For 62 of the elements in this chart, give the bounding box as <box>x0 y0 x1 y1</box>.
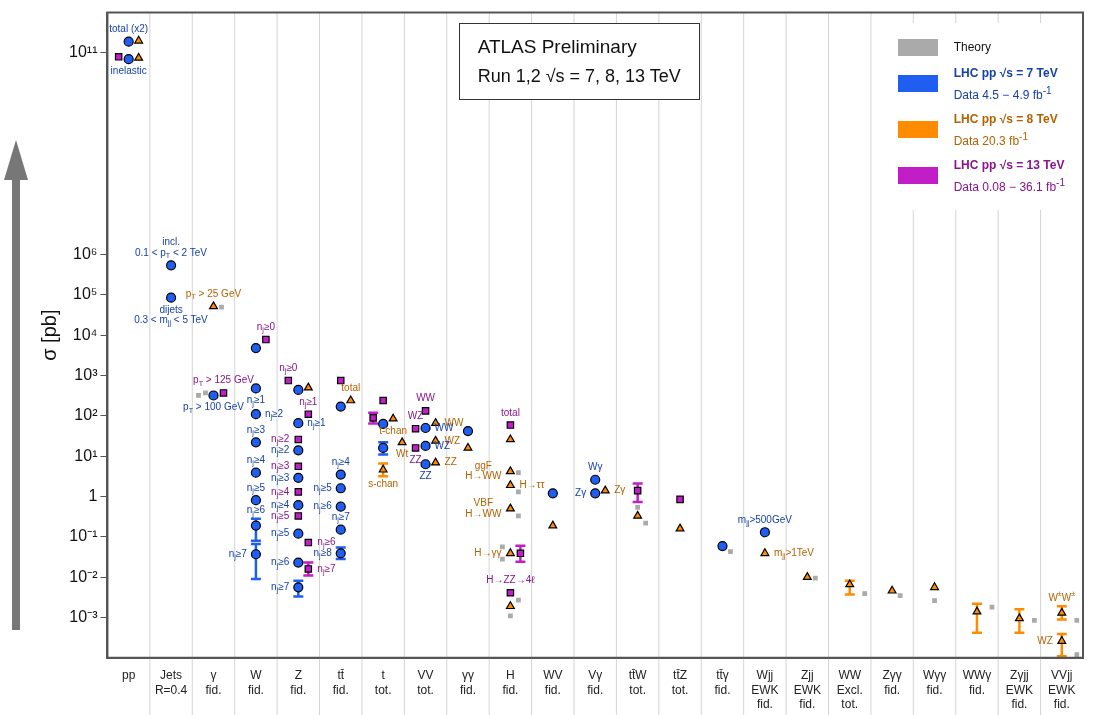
annotation: WW <box>416 392 436 404</box>
x-tick-label: WWγ fid. <box>962 668 992 697</box>
x-tick-label: Z fid. <box>290 668 307 697</box>
y-tick-label: 10¹ <box>74 446 98 464</box>
legend-label: LHC pp √s = 13 TeV Data 0.08 − 36.1 fb$^{-1}$ <box>953 157 1065 194</box>
x-tick-label: tt̄Z tot. <box>671 668 689 697</box>
y-tick-label: 10¹¹ <box>69 43 98 61</box>
annotation: s-chan <box>368 478 399 490</box>
annotation: Wt <box>396 448 409 460</box>
annotation: t-chan <box>379 424 408 436</box>
y-tick-label: 10³ <box>74 365 99 383</box>
y-tick-label: 10⁻² <box>69 567 99 585</box>
x-tick-label: pp <box>121 668 136 683</box>
y-tick-label: 10⁴ <box>72 325 98 343</box>
x-tick-label: W fid. <box>247 668 264 697</box>
text: ATLAS Preliminary <box>477 34 638 59</box>
x-tick-label: Jets R=0.4 <box>154 668 188 697</box>
annotation: WZ <box>1037 634 1053 646</box>
annotation: total (x2) <box>109 23 149 35</box>
x-tick-label: VV tot. <box>417 668 434 697</box>
y-tick-label: 10⁻¹ <box>69 527 98 545</box>
x-tick-label: Wjj EWK fid. <box>751 668 779 712</box>
annotation: Zγ <box>614 484 626 496</box>
legend-label: LHC pp √s = 7 TeV Data 4.5 − 4.9 fb$^{-1}$ <box>953 65 1058 102</box>
annotation: H→ZZ→4ℓ <box>486 574 536 586</box>
x-tick-label: VVjj EWK fid. <box>1048 668 1076 712</box>
x-tick-label: tt̄γ fid. <box>714 668 731 697</box>
annotation: Zγ <box>575 487 587 499</box>
x-tick-label: tt̄W tot. <box>628 668 648 697</box>
annotation: ZZ <box>444 456 457 468</box>
annotation: H→ττ <box>519 479 545 491</box>
annotation: H→γγ <box>474 547 502 559</box>
x-tick-label: Wγγ fid. <box>922 668 947 697</box>
annotation: VBF H→WW <box>465 497 502 519</box>
x-tick-label: H fid. <box>502 668 519 697</box>
x-tick-label: Zγjj EWK fid. <box>1005 668 1034 712</box>
annotation: ZZ <box>409 453 422 465</box>
x-tick-label: WV fid. <box>543 668 563 697</box>
x-tick-label: γγ fid. <box>459 668 476 697</box>
annotation: total <box>500 406 520 418</box>
annotation: WZ <box>407 410 424 422</box>
x-tick-label: Zγγ fid. <box>882 668 902 697</box>
annotation: Wγ <box>588 461 603 473</box>
legend-label: LHC pp √s = 8 TeV Data 20.3 fb$^{-1}$ <box>953 111 1058 148</box>
text: Run 1,2 √s = 7, 8, 13 TeV <box>477 65 681 88</box>
legend-label: Theory <box>953 40 992 55</box>
x-tick-label: Vγ fid. <box>587 668 604 697</box>
x-tick-label: Zjj EWK fid. <box>793 668 821 712</box>
annotation: ggF H→WW <box>465 459 502 482</box>
annotation: inelastic <box>110 65 147 77</box>
y-tick-label: 1 <box>88 486 98 504</box>
x-tick-label: WW Excl. tot. <box>836 668 863 712</box>
x-tick-label: tt̄ fid. <box>332 668 349 697</box>
y-axis-title: σ [pb] <box>37 309 60 361</box>
annotation: ZZ <box>419 470 432 482</box>
x-tick-label: t tot. <box>374 668 392 697</box>
x-tick-label: γ fid. <box>205 668 222 697</box>
y-tick-label: 10² <box>74 406 99 424</box>
annotation: total <box>341 382 361 394</box>
y-tick-label: 10⁻³ <box>69 607 99 625</box>
y-tick-label: 10⁵ <box>73 285 98 303</box>
y-tick-label: 10⁶ <box>73 244 98 262</box>
